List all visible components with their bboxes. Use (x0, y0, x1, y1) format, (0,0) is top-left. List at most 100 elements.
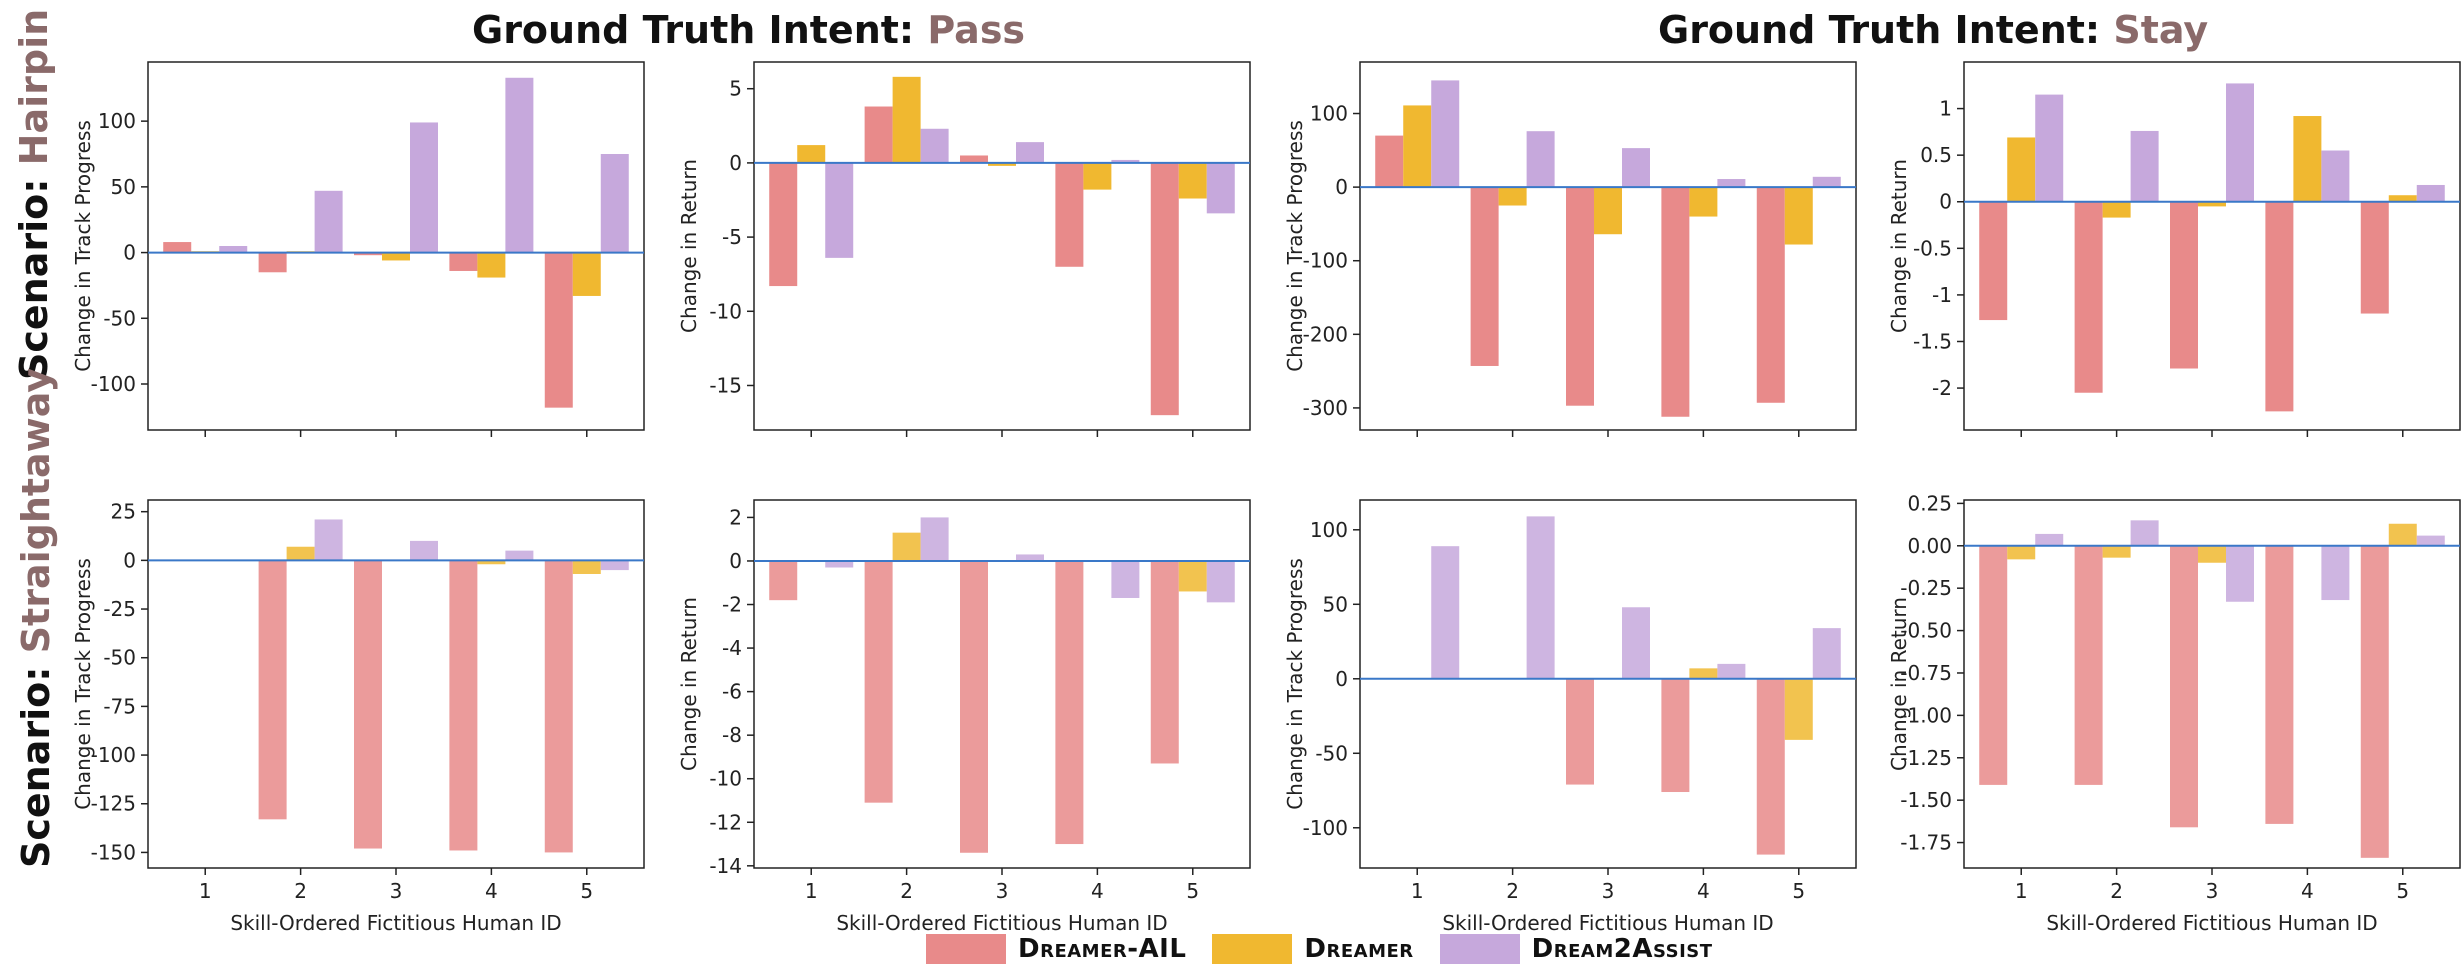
bar-dreamer-5 (2388, 523, 2417, 546)
x-tick-label: 4 (2301, 879, 2314, 903)
x-tick-label: 3 (390, 879, 403, 903)
bar-dream2assist-1 (1431, 80, 1460, 188)
bar-dreamer-2 (1498, 187, 1527, 206)
bar-dream2assist-2 (2130, 130, 2159, 202)
bar-dreamer-ail-1 (1979, 201, 2008, 321)
x-tick-label: 2 (900, 879, 913, 903)
legend-swatch-dreamer (1212, 934, 1293, 964)
x-tick-label: 5 (580, 879, 593, 903)
bar-dream2assist-1 (1431, 546, 1460, 679)
bar-dream2assist-5 (2416, 535, 2445, 546)
bar-dreamer-ail-4 (2265, 201, 2294, 412)
bar-dreamer-2 (2102, 545, 2131, 558)
bar-dream2assist-5 (1206, 162, 1235, 214)
bar-dreamer-5 (1178, 560, 1207, 592)
y-tick-label: -1.00 (1900, 703, 1952, 727)
bar-dreamer-1 (797, 145, 826, 163)
bar-dreamer-ail-1 (163, 242, 192, 253)
y-tick-label: -4 (722, 636, 742, 660)
bar-dreamer-ail-3 (960, 155, 988, 163)
bar-dream2assist-3 (410, 540, 438, 561)
x-tick-label: 1 (2015, 879, 2028, 903)
y-tick-label: -100 (1303, 816, 1348, 840)
y-tick-label: 2 (729, 505, 742, 529)
y-tick-label: -1.5 (1913, 329, 1952, 353)
bar-dream2assist-5 (1812, 628, 1841, 679)
y-axis-label: Change in Return (677, 159, 701, 333)
x-tick-label: 2 (2110, 879, 2123, 903)
bar-dreamer-ail-1 (769, 560, 798, 601)
bar-dreamer-2 (892, 76, 921, 163)
bar-dreamer-1 (2007, 545, 2036, 560)
bar-dream2assist-5 (600, 560, 629, 571)
bar-dreamer-ail-3 (1566, 678, 1594, 785)
bar-dream2assist-3 (1622, 607, 1650, 679)
y-tick-label: -125 (91, 792, 136, 816)
legend-label-dreamer: Dreamer (1304, 934, 1414, 964)
bar-dreamer-4 (1689, 668, 1718, 679)
y-axis-label: Change in Track Progress (71, 558, 95, 810)
bar-dreamer-ail-2 (258, 252, 287, 273)
y-tick-label: 50 (111, 175, 136, 199)
bar-dream2assist-2 (1526, 516, 1555, 679)
bar-dream2assist-5 (1812, 176, 1841, 188)
y-tick-label: -100 (91, 372, 136, 396)
y-tick-label: -5 (722, 225, 742, 249)
bar-dreamer-ail-5 (544, 560, 573, 853)
y-tick-label: -12 (709, 810, 742, 834)
legend-swatch-dreamer-ail (926, 934, 1006, 964)
bar-dreamer-ail-3 (354, 252, 382, 256)
bar-dreamer-ail-4 (449, 560, 478, 851)
bar-dreamer-ail-5 (544, 252, 573, 408)
y-tick-label: -2 (722, 593, 742, 617)
y-axis-label: Change in Track Progress (71, 120, 95, 372)
y-tick-label: -25 (103, 597, 136, 621)
bar-dreamer-3 (2198, 545, 2226, 563)
bar-dreamer-ail-3 (1566, 187, 1594, 406)
y-tick-label: 50 (1323, 592, 1348, 616)
bar-dreamer-ail-1 (1979, 545, 2008, 785)
legend-swatch-dream2assist (1439, 934, 1520, 964)
x-tick-label: 4 (1697, 879, 1710, 903)
bar-dream2assist-2 (314, 190, 343, 253)
y-tick-label: -1 (1932, 283, 1952, 307)
bar-dreamer-4 (2293, 116, 2322, 202)
x-tick-label: 3 (2206, 879, 2219, 903)
bar-dreamer-1 (2007, 137, 2036, 202)
bar-dreamer-4 (477, 252, 506, 278)
bar-dreamer-4 (1689, 187, 1718, 217)
bar-dreamer-5 (572, 560, 601, 574)
bar-dream2assist-2 (2130, 520, 2159, 546)
x-axis-label: Skill-Ordered Fictitious Human ID (2046, 911, 2377, 935)
y-tick-label: -0.50 (1900, 619, 1952, 643)
bar-dreamer-5 (572, 252, 601, 296)
y-tick-label: 0.25 (1907, 491, 1952, 515)
bar-dream2assist-1 (2035, 533, 2064, 546)
bar-dreamer-2 (286, 546, 315, 561)
y-tick-label: -150 (91, 840, 136, 864)
y-tick-label: 0.00 (1907, 534, 1952, 558)
y-axis-label: Change in Return (1887, 159, 1911, 333)
y-tick-label: -0.75 (1900, 661, 1952, 685)
bar-dream2assist-4 (1717, 179, 1746, 188)
y-tick-label: 0 (1335, 667, 1348, 691)
y-tick-label: -10 (709, 767, 742, 791)
bar-dream2assist-1 (219, 246, 248, 253)
legend-item-dream2assist: Dream2Assist (1439, 934, 1713, 964)
y-tick-label: -100 (91, 743, 136, 767)
bar-dreamer-ail-2 (864, 560, 893, 803)
bar-dreamer-ail-4 (1661, 678, 1690, 793)
legend-item-dreamer: Dreamer (1212, 934, 1413, 964)
y-tick-label: 0 (729, 151, 742, 175)
bar-dream2assist-4 (505, 77, 534, 253)
y-tick-label: 5 (729, 77, 742, 101)
x-tick-label: 2 (1506, 879, 1519, 903)
bar-dreamer-ail-4 (2265, 545, 2294, 824)
bar-dream2assist-4 (1717, 663, 1746, 679)
y-tick-label: -14 (709, 854, 742, 878)
bar-dreamer-4 (1083, 162, 1112, 190)
